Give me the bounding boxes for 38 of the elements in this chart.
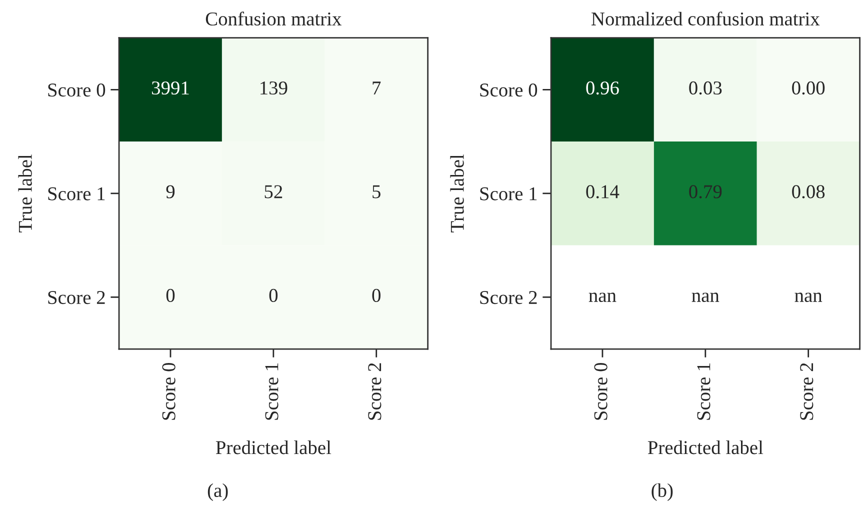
x-tick-label: Score 0 xyxy=(162,362,176,420)
data-label: 3991 xyxy=(152,81,189,95)
y-axis-title: True label xyxy=(18,154,32,232)
y-tick-label: Score 2 xyxy=(480,291,537,304)
data-label: 52 xyxy=(264,185,282,198)
data-label: 9 xyxy=(166,185,175,198)
y-tick-label: Score 1 xyxy=(48,187,105,200)
data-label: 0.08 xyxy=(792,185,825,198)
data-label: 0.03 xyxy=(689,81,722,95)
y-tick-label: Score 2 xyxy=(48,291,105,304)
y-axis-title: True label xyxy=(450,154,464,232)
y-tick-label: Score 1 xyxy=(480,187,537,200)
text: nan xyxy=(794,292,822,302)
y-tick-label: Score 0 xyxy=(48,83,106,97)
x-tick-label: Score 2 xyxy=(800,363,814,420)
x-tick-label: Score 1 xyxy=(265,363,278,420)
data-label: 0.79 xyxy=(689,185,722,198)
text: nan xyxy=(692,292,720,302)
data-label: 0.14 xyxy=(586,185,620,198)
data-label: 0.96 xyxy=(586,81,619,95)
data-label: 0 xyxy=(372,288,380,302)
data-label: 0 xyxy=(269,288,278,302)
text: (a) xyxy=(208,483,228,501)
chart-title: Confusion matrix xyxy=(206,12,342,26)
data-label: 7 xyxy=(372,82,381,94)
x-tick-label: Score 2 xyxy=(368,363,382,420)
x-axis-title: Predicted label xyxy=(216,440,332,454)
data-label: 139 xyxy=(260,81,288,95)
data-label: 5 xyxy=(372,185,380,198)
text: nan xyxy=(588,292,616,302)
x-tick-label: Score 0 xyxy=(594,362,608,420)
text: (b) xyxy=(652,483,673,501)
data-label: 0.00 xyxy=(792,81,825,95)
y-tick-label: Score 0 xyxy=(480,83,538,97)
data-label: 0 xyxy=(166,288,175,302)
x-tick-label: Score 1 xyxy=(697,363,710,420)
x-axis-title: Predicted label xyxy=(648,440,764,454)
chart-title: Normalized confusion matrix xyxy=(591,12,820,26)
